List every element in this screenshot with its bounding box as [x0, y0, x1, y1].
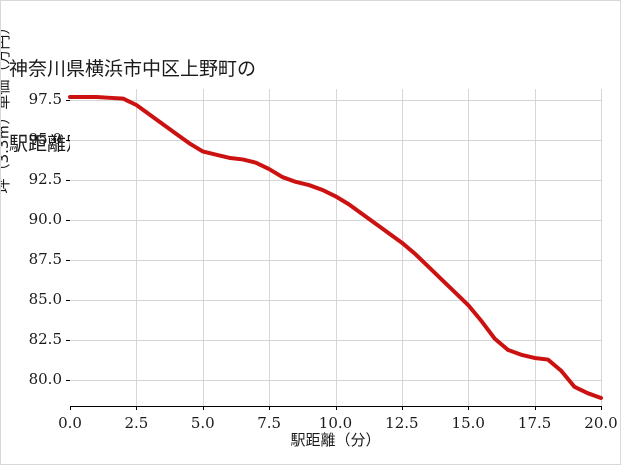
x-tick-label: 2.5 — [124, 414, 149, 432]
y-tick-label: 82.5 — [28, 330, 62, 349]
x-tick-mark — [70, 406, 71, 410]
price-line-series — [68, 95, 603, 400]
x-tick-mark — [269, 406, 270, 410]
gridline-horizontal — [70, 300, 601, 301]
gridline-horizontal — [70, 340, 601, 341]
gridline-horizontal — [70, 220, 601, 221]
gridline-vertical — [601, 89, 602, 406]
x-tick-label: 7.5 — [257, 414, 282, 432]
x-tick-mark — [601, 406, 602, 410]
y-axis-title: 坪（3.3㎡）単価（万円） — [0, 19, 12, 194]
gridline-horizontal — [70, 100, 601, 101]
x-tick-label: 17.5 — [517, 414, 552, 432]
gridline-horizontal — [70, 180, 601, 181]
x-tick-label: 0.0 — [58, 414, 82, 432]
y-tick-mark — [66, 340, 70, 341]
gridline-vertical — [535, 89, 536, 406]
x-tick-label: 12.5 — [385, 414, 419, 432]
gridline-horizontal — [70, 260, 601, 261]
x-tick-mark — [136, 406, 137, 410]
x-tick-label: 5.0 — [190, 414, 215, 432]
gridline-vertical — [136, 89, 137, 406]
gridline-vertical — [269, 89, 270, 406]
x-tick-label: 15.0 — [451, 414, 485, 432]
y-tick-label: 97.5 — [28, 90, 62, 109]
gridline-horizontal — [70, 380, 601, 381]
x-tick-label: 10.0 — [318, 414, 353, 432]
y-tick-label: 80.0 — [28, 370, 62, 389]
y-tick-mark — [66, 100, 70, 101]
x-tick-mark — [535, 406, 536, 410]
gridline-horizontal — [70, 140, 601, 141]
y-tick-label: 87.5 — [28, 250, 62, 269]
x-axis-title: 駅距離（分） — [290, 431, 381, 449]
y-tick-mark — [66, 380, 70, 381]
chart-title-line-1: 神奈川県横浜市中区上野町の — [9, 58, 257, 80]
line-series-plot — [68, 95, 603, 400]
x-tick-mark — [336, 406, 337, 410]
y-tick-mark — [66, 220, 70, 221]
plot-area — [66, 89, 603, 410]
y-tick-label: 95.0 — [28, 130, 62, 149]
gridline-vertical — [402, 89, 403, 406]
gridline-vertical — [203, 89, 204, 406]
y-tick-label: 85.0 — [28, 290, 62, 309]
x-tick-mark — [203, 406, 204, 410]
y-tick-mark — [66, 300, 70, 301]
x-tick-mark — [402, 406, 403, 410]
gridline-vertical — [468, 89, 469, 406]
x-tick-label: 20.0 — [584, 414, 618, 432]
y-tick-mark — [66, 180, 70, 181]
y-tick-mark — [66, 260, 70, 261]
y-tick-label: 90.0 — [28, 210, 62, 229]
y-tick-mark — [66, 140, 70, 141]
y-tick-label: 92.5 — [28, 170, 62, 189]
x-tick-mark — [468, 406, 469, 410]
gridline-vertical — [336, 89, 337, 406]
